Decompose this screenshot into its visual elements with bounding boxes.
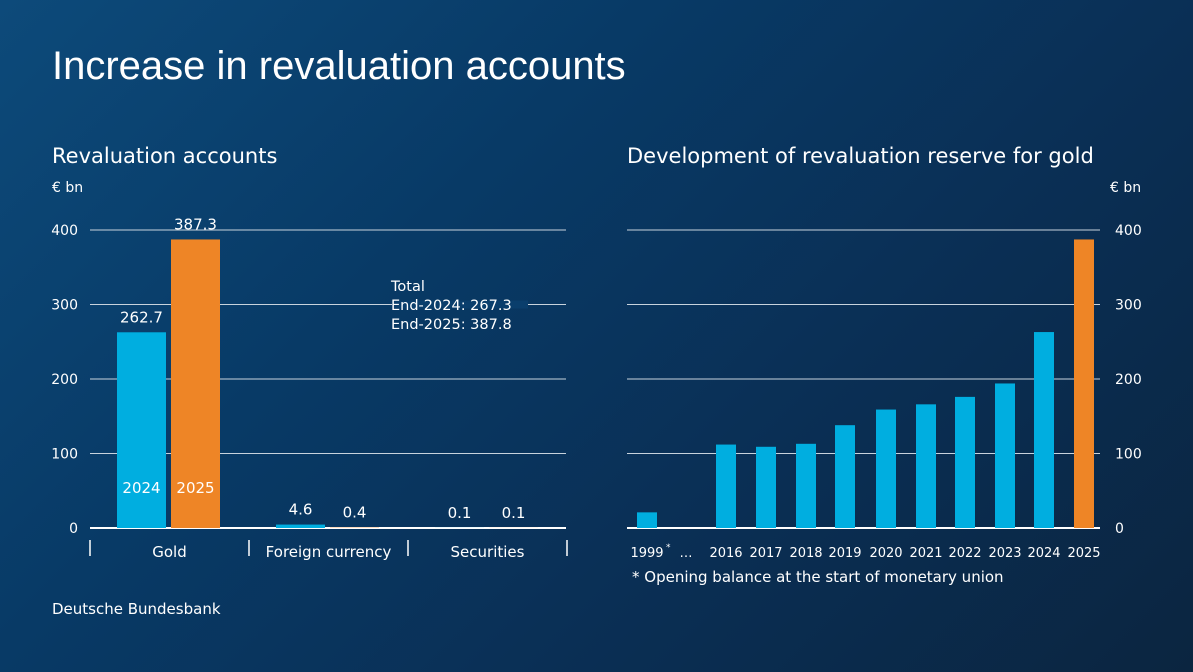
bar-2025 [1074,239,1094,529]
right-chart-title: Development of revaluation reserve for g… [627,144,1094,168]
bar-2019 [835,425,855,528]
x-tick-label: 2017 [749,546,782,561]
footnote-marker: * [666,543,671,553]
x-tick-label: 1999 [630,546,663,561]
x-tick-label: 2025 [1067,546,1100,561]
y-tick-label: 400 [51,223,78,239]
bar-2023 [995,383,1015,528]
x-tick-label: 2021 [909,546,942,561]
bar-2025-gold [171,239,220,529]
x-tick-label: Foreign currency [266,543,392,561]
x-tick-label: 2022 [948,546,981,561]
bar-2024-foreign-currency [276,524,325,528]
data-label: 387.3 [174,215,217,233]
data-label: 0.4 [343,504,367,522]
right-chart-unit: € bn [1110,180,1142,196]
x-tick-label: 2023 [988,546,1021,561]
bar-2018 [796,443,816,528]
data-label: 0.1 [502,504,526,522]
total-annotation: Total [390,279,425,295]
total-annotation: End-2024: 267.3 [391,298,512,314]
x-tick-label: 2024 [1027,546,1060,561]
total-annotation: End-2025: 387.8 [391,317,512,333]
bar-2024 [1034,332,1054,528]
data-label: 0.1 [448,504,472,522]
bar-2020 [876,409,896,528]
y-tick-label: 200 [51,372,78,388]
data-label: 4.6 [289,501,313,519]
x-tick-label: Securities [451,543,525,561]
y-tick-label: 100 [1115,447,1142,463]
page-title: Increase in revaluation accounts [52,44,626,88]
bar-2017 [756,446,776,528]
x-tick-label: 2018 [789,546,822,561]
y-tick-label: 300 [51,298,78,314]
y-tick-label: 400 [1115,223,1142,239]
y-tick-label: 100 [51,447,78,463]
series-label: 2025 [176,479,214,497]
y-tick-label: 300 [1115,298,1142,314]
x-tick-label: Gold [152,543,187,561]
bar-1999 [637,512,657,528]
y-tick-label: 0 [1115,521,1124,537]
left-chart-unit: € bn [52,180,84,196]
footnote: * Opening balance at the start of moneta… [632,568,1004,586]
bar-2022 [955,396,975,528]
x-tick-label: 2016 [709,546,742,561]
bar-2024-gold [117,332,166,528]
bar-2016 [716,444,736,528]
source: Deutsche Bundesbank [52,600,221,618]
data-label: 262.7 [120,308,163,326]
y-tick-label: 0 [69,521,78,537]
bar-2021 [916,404,936,528]
x-tick-label: 2020 [869,546,902,561]
y-tick-label: 200 [1115,372,1142,388]
x-tick-label: 2019 [828,546,861,561]
annotation-backdrop [392,300,528,309]
x-tick-label: … [680,546,693,561]
left-chart-title: Revaluation accounts [52,144,278,168]
series-label: 2024 [122,479,160,497]
